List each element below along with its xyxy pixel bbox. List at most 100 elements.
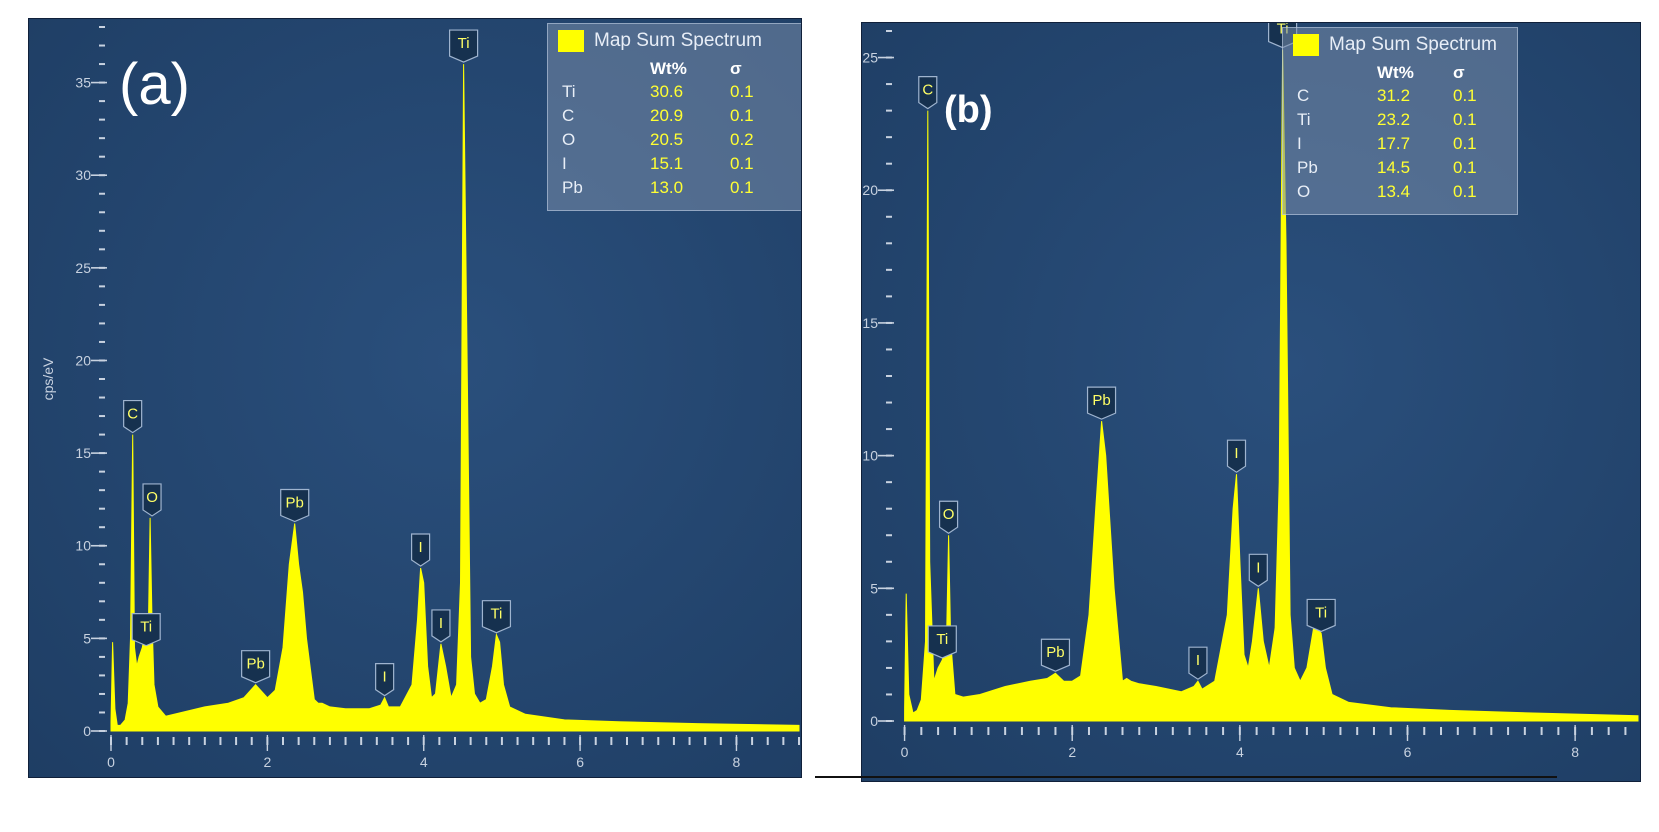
peak-label: O xyxy=(142,483,162,517)
x-tick-label: 0 xyxy=(107,754,115,770)
peak-label-text: I xyxy=(383,669,387,686)
panel-label-a: (a) xyxy=(119,52,190,117)
peak-label: Ti xyxy=(449,29,479,63)
table-row: C 31.2 0.1 xyxy=(1297,84,1513,108)
legend-box-a: Map Sum Spectrum Wt% σ Ti 30.6 0.1 C 20.… xyxy=(547,23,801,211)
legend-title: Map Sum Spectrum xyxy=(1329,34,1497,55)
peak-label-box xyxy=(1306,598,1336,633)
peak-label: I xyxy=(1188,646,1208,680)
panel-label-b: (b) xyxy=(944,89,993,131)
peak-label: Ti xyxy=(927,625,957,659)
peak-label: I xyxy=(411,533,431,567)
peak-label-box xyxy=(1248,553,1268,588)
sigma-cell: 0.2 xyxy=(730,130,754,149)
composition-table: Wt% σ C 31.2 0.1 Ti 23.2 0.1 I 17.7 0.1 … xyxy=(1297,62,1513,204)
peak-label-text: Pb xyxy=(1092,392,1110,409)
legend-swatch xyxy=(1293,34,1319,56)
peak-label: I xyxy=(431,609,451,643)
spectrum-panel-b: 051015202502468cps/eVTiCPbIOITiTiPbI (b)… xyxy=(861,22,1641,782)
peak-label-box xyxy=(1040,638,1071,672)
peak-label-box xyxy=(938,500,959,534)
peak-label: Ti xyxy=(1306,598,1336,633)
peak-label-box xyxy=(280,488,310,523)
composition-table: Wt% σ Ti 30.6 0.1 C 20.9 0.1 O 20.5 0.2 … xyxy=(562,58,800,200)
peak-label-text: I xyxy=(1234,445,1238,462)
element-cell: C xyxy=(1297,86,1310,105)
peak-label-box xyxy=(241,650,271,684)
peak-label-box xyxy=(927,625,957,659)
table-row: Pb 14.5 0.1 xyxy=(1297,156,1513,180)
peak-label-box xyxy=(123,399,143,434)
x-tick-label: 6 xyxy=(576,754,584,770)
peak-label-text: I xyxy=(439,615,443,632)
table-row: I 17.7 0.1 xyxy=(1297,132,1513,156)
col-header-sigma: σ xyxy=(1453,63,1465,82)
element-cell: Ti xyxy=(1297,110,1311,129)
y-tick-label: 10 xyxy=(75,538,91,554)
peak-label: Ti xyxy=(481,600,512,634)
legend-box-b: Map Sum Spectrum Wt% σ C 31.2 0.1 Ti 23.… xyxy=(1282,27,1518,215)
x-tick-label: 8 xyxy=(733,754,741,770)
peak-label-box xyxy=(1188,646,1208,680)
peak-label: I xyxy=(375,663,395,697)
y-tick-label: 25 xyxy=(75,260,91,276)
sigma-cell: 0.1 xyxy=(730,154,754,173)
peak-label-box xyxy=(411,533,431,567)
col-header-sigma: σ xyxy=(730,59,742,78)
element-cell: Pb xyxy=(1297,158,1318,177)
peak-label-text: Ti xyxy=(140,619,152,636)
legend-swatch xyxy=(558,30,584,52)
peak-label-text: I xyxy=(1256,559,1260,576)
peak-label: Pb xyxy=(241,650,271,684)
sigma-cell: 0.1 xyxy=(1453,110,1477,129)
peak-label: Pb xyxy=(1086,386,1117,420)
legend-title: Map Sum Spectrum xyxy=(594,30,762,51)
table-row: Ti 23.2 0.1 xyxy=(1297,108,1513,132)
peak-label: Pb xyxy=(1040,638,1071,672)
y-tick-label: 15 xyxy=(862,315,878,331)
peak-label-text: Ti xyxy=(458,35,470,52)
x-tick-label: 4 xyxy=(1236,744,1244,760)
y-tick-label: 30 xyxy=(75,167,91,183)
wt-cell: 20.9 xyxy=(650,106,684,125)
element-cell: C xyxy=(562,106,575,125)
wt-cell: 15.1 xyxy=(650,154,684,173)
y-tick-label: 25 xyxy=(862,50,878,66)
x-tick-label: 2 xyxy=(1068,744,1076,760)
peak-label-box xyxy=(449,29,479,63)
x-tick-label: 2 xyxy=(263,754,271,770)
table-row: I 15.1 0.1 xyxy=(562,152,800,176)
wt-cell: 31.2 xyxy=(1377,86,1411,105)
element-cell: I xyxy=(562,154,567,173)
peak-label-text: I xyxy=(1196,652,1200,669)
wt-cell: 30.6 xyxy=(650,82,684,101)
peak-label-text: Pb xyxy=(246,656,264,673)
element-cell: I xyxy=(1297,134,1302,153)
wt-cell: 13.0 xyxy=(650,178,684,197)
y-tick-label: 20 xyxy=(75,352,91,368)
y-tick-label: 20 xyxy=(862,182,878,198)
wt-cell: 17.7 xyxy=(1377,134,1411,153)
peak-label-box xyxy=(1086,386,1117,420)
wt-cell: 14.5 xyxy=(1377,158,1411,177)
y-tick-label: 15 xyxy=(75,445,91,461)
wt-cell: 13.4 xyxy=(1377,182,1411,201)
peak-label-box xyxy=(431,609,451,643)
spectrum-chart-b: 051015202502468cps/eVTiCPbIOITiTiPbI xyxy=(862,23,1640,781)
sigma-cell: 0.1 xyxy=(1453,134,1477,153)
table-row: O 20.5 0.2 xyxy=(562,128,800,152)
element-cell: O xyxy=(1297,182,1311,201)
col-header-wt: Wt% xyxy=(650,59,687,78)
element-cell: O xyxy=(562,130,576,149)
table-row: Pb 13.0 0.1 xyxy=(562,176,800,200)
peak-label-box xyxy=(918,76,938,110)
peak-label-text: I xyxy=(419,539,423,556)
col-header-wt: Wt% xyxy=(1377,63,1414,82)
wt-cell: 20.5 xyxy=(650,130,684,149)
peak-label: O xyxy=(938,500,959,534)
sigma-cell: 0.1 xyxy=(730,106,754,125)
sigma-cell: 0.1 xyxy=(1453,182,1477,201)
y-tick-label: 10 xyxy=(862,448,878,464)
peak-label-text: Ti xyxy=(936,631,948,648)
x-tick-label: 0 xyxy=(901,744,909,760)
